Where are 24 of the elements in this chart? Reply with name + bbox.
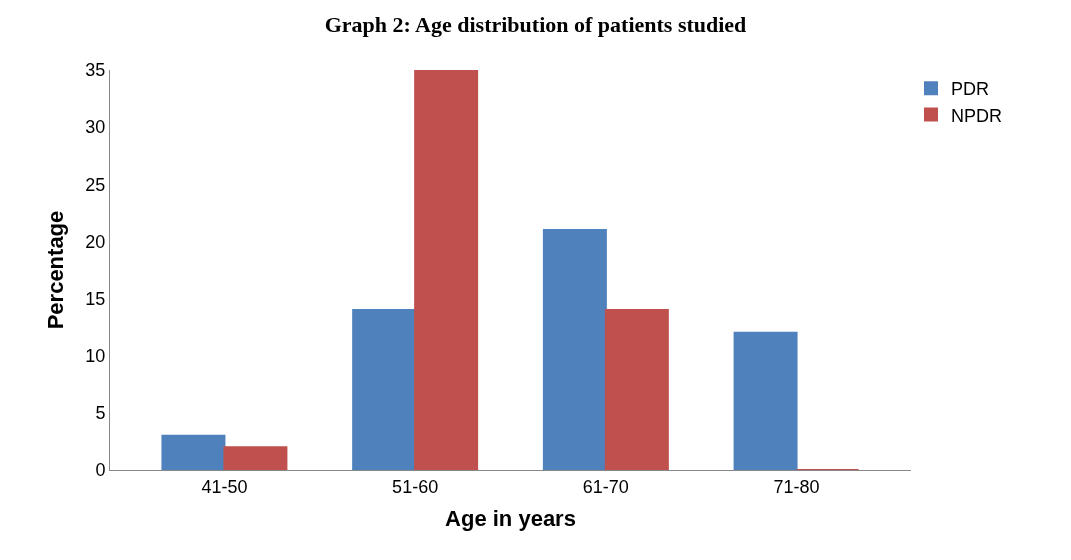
x-axis-title: Age in years xyxy=(445,506,576,532)
y-tick-label: 0 xyxy=(95,460,106,481)
y-tick-label: 20 xyxy=(85,231,106,252)
x-tick-label: 51-60 xyxy=(392,476,439,497)
bar xyxy=(414,70,479,470)
bar xyxy=(352,309,417,470)
x-tick-label: 71-80 xyxy=(773,476,820,497)
bar xyxy=(604,309,669,470)
x-tick-label: 61-70 xyxy=(582,476,629,497)
x-tick-label: 41-50 xyxy=(201,476,248,497)
y-tick-label: 30 xyxy=(85,117,106,138)
bar xyxy=(733,331,798,470)
y-tick-label: 25 xyxy=(85,174,106,195)
y-tick-label: 35 xyxy=(85,60,106,81)
y-tick-label: 15 xyxy=(85,288,106,309)
legend-label: PDR xyxy=(951,79,990,100)
bar xyxy=(161,434,226,470)
y-axis-title: Percentage xyxy=(43,210,69,330)
y-tick-label: 5 xyxy=(95,403,106,424)
y-tick-label: 10 xyxy=(85,346,106,367)
legend-label: NPDR xyxy=(951,105,1003,126)
chart-title: Graph 2: Age distribution of patients studied xyxy=(324,12,747,38)
bar xyxy=(542,229,607,470)
bar xyxy=(223,446,288,470)
